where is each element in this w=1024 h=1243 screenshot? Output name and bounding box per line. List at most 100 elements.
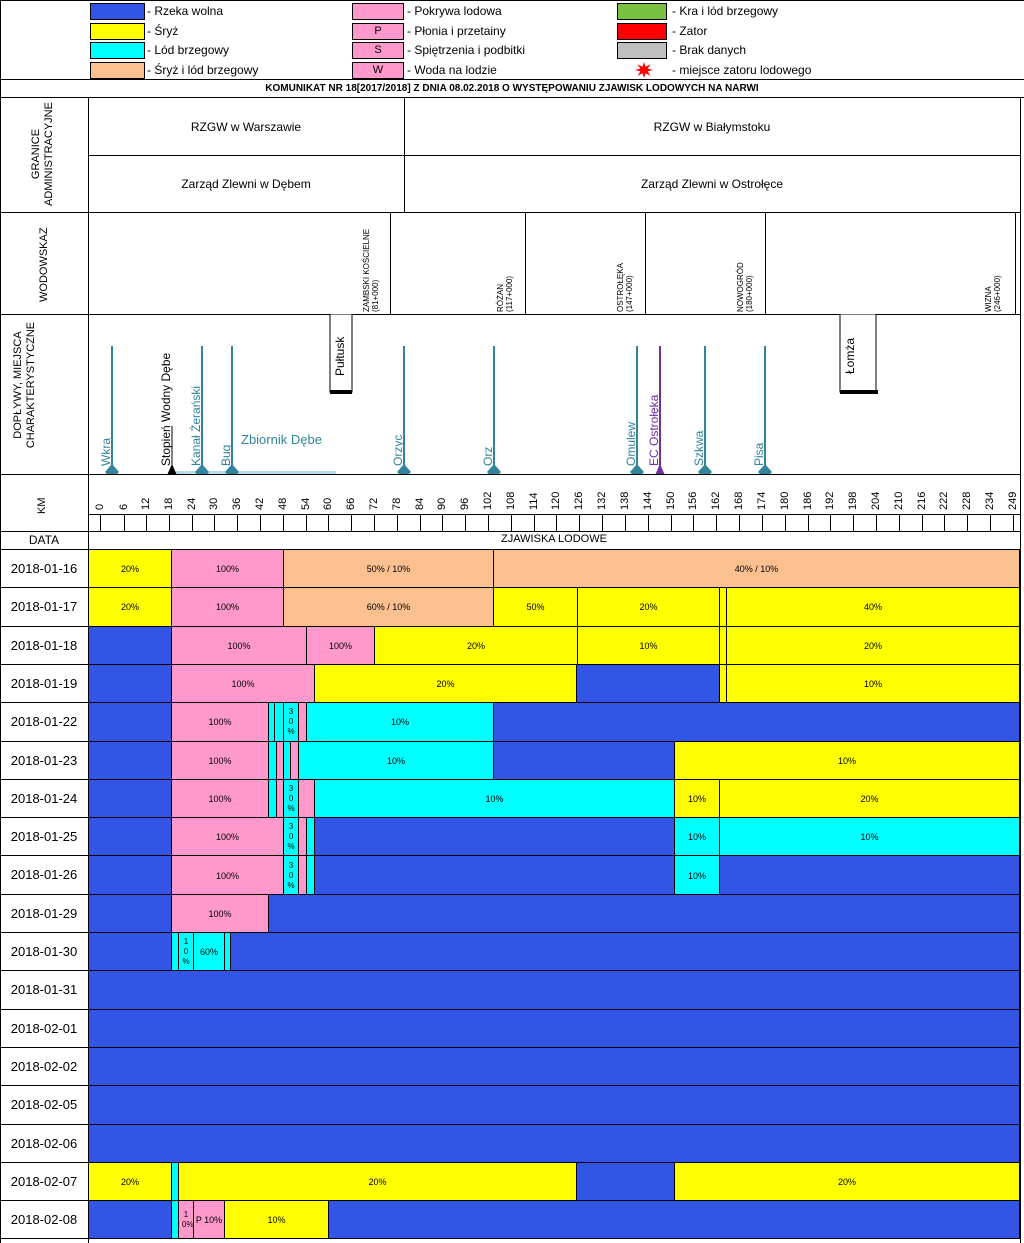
ice-cell <box>577 1162 675 1202</box>
km-tick-label: 192 <box>824 491 836 510</box>
ice-cell: 20% <box>675 1162 1020 1202</box>
legend-swatch <box>90 3 145 20</box>
ice-cell: 10% <box>675 818 720 857</box>
admin-zz-ostroleka: Zarząd Zlewni w Ostrołęce <box>640 177 784 191</box>
km-tick-label: 210 <box>893 491 905 510</box>
row-date: 2018-01-26 <box>10 867 78 883</box>
ice-cell <box>277 741 284 780</box>
ice-cell: 50% <box>494 588 578 627</box>
km-tick-label: 60 <box>322 497 334 510</box>
km-tick-label: 48 <box>277 497 289 510</box>
report-title: KOMUNIKAT NR 18[2017/2018] Z DNIA 08.02.… <box>265 83 759 94</box>
ice-cell: 10% <box>720 818 1020 857</box>
ice-cell <box>89 664 172 704</box>
km-tick-label: 162 <box>710 491 722 510</box>
ice-cell <box>275 703 284 742</box>
ice-cell: 20% <box>578 588 720 627</box>
legend-label: - Zator <box>672 23 708 38</box>
km-tick-label: 18 <box>163 497 175 510</box>
row-date: 2018-01-16 <box>10 561 78 576</box>
row-date: 2018-01-29 <box>10 905 78 921</box>
ice-jam-star-icon <box>635 61 653 78</box>
stopien-wodny-label: Stopień Wodny Dębe <box>159 352 173 466</box>
row-date: 2018-02-07 <box>10 1173 78 1189</box>
ice-cell <box>277 779 284 819</box>
ice-cell <box>291 741 299 780</box>
gauge-label: OSTROŁĘKA (147+000) <box>616 263 634 312</box>
ice-cell: 100% <box>172 703 269 742</box>
legend-swatch: S <box>352 42 404 59</box>
ice-cell <box>89 1201 172 1240</box>
ice-cell: 20% <box>89 588 172 627</box>
km-tick-label: 36 <box>231 497 243 510</box>
tributary-label: Szkwa <box>692 430 706 466</box>
column-header-data: DATA <box>28 533 60 547</box>
ice-cell <box>720 626 727 665</box>
km-tick-label: 174 <box>756 491 768 510</box>
ice-cell: 20% <box>89 1162 172 1202</box>
column-header-zjawiska: ZJAWISKA LODOWE <box>501 533 607 545</box>
legend-swatch <box>352 3 404 20</box>
legend-label: - Śryż <box>147 23 179 38</box>
km-tick-label: 84 <box>414 497 426 510</box>
gauge-label: NOWOGRÓD (180+000) <box>736 262 754 312</box>
legend-swatch: W <box>352 61 404 79</box>
ice-cell <box>269 779 277 819</box>
km-tick-label: 114 <box>528 492 540 510</box>
row-date: 2018-01-24 <box>10 790 78 806</box>
km-tick-label: 144 <box>642 491 654 510</box>
legend-label: - Pokrywa lodowa <box>407 4 502 18</box>
km-tick-label: 108 <box>505 491 517 510</box>
legend-label: - Spiętrzenia i podbitki <box>407 43 526 57</box>
ice-cell <box>269 703 275 742</box>
ice-cell: 30 % <box>284 856 299 895</box>
ice-cell <box>494 741 675 780</box>
km-tick-label: 150 <box>665 491 677 510</box>
ice-cell: 10 % <box>179 933 194 972</box>
legend-swatch <box>90 22 145 40</box>
ice-cell: 100% <box>172 894 269 933</box>
admin-rzgw-warszawa: RZGW w Warszawie <box>190 120 302 134</box>
legend-label: - Woda na lodzie <box>407 62 497 77</box>
lomza-label: Łomża <box>843 337 857 374</box>
km-tick-label: 204 <box>870 491 882 510</box>
km-tick-label: 138 <box>619 491 631 510</box>
zbiornik-label: Zbiornik Dębe <box>241 432 322 447</box>
ice-cell: 60% <box>194 933 225 972</box>
ice-cell: 10% <box>675 779 720 819</box>
tributary-label: Kanał Żerański <box>189 385 203 466</box>
tributary-label: Wkra <box>99 438 113 466</box>
ice-cell <box>315 856 675 895</box>
ice-cell: 100% <box>172 856 284 895</box>
legend-swatch <box>90 61 145 79</box>
ice-cell: 10% <box>299 741 494 780</box>
ice-cell <box>284 741 291 780</box>
km-tick-label: 126 <box>573 491 585 510</box>
row-date: 2018-01-22 <box>10 714 78 730</box>
ice-cell <box>299 818 307 857</box>
km-tick-label: 222 <box>938 491 950 510</box>
ice-cell: 10% <box>225 1201 329 1240</box>
legend-label: - miejsce zatoru lodowego <box>672 62 812 77</box>
ice-cell <box>315 818 675 857</box>
km-tick-label: 234 <box>984 491 996 510</box>
tributary-label: Orz <box>481 446 495 466</box>
ice-cell: 100% <box>172 626 307 665</box>
ice-cell <box>89 741 172 780</box>
row-date: 2018-01-25 <box>10 829 78 845</box>
ice-cell <box>89 626 172 665</box>
row-date: 2018-01-31 <box>10 982 78 998</box>
ice-cell <box>89 933 172 972</box>
section-label-wodowskaz: WODOWSKAZ <box>38 227 50 302</box>
ice-cell: 20% <box>315 664 577 704</box>
km-tick-label: 30 <box>208 497 220 510</box>
row-date: 2018-02-02 <box>10 1058 78 1074</box>
row-date: 2018-02-06 <box>10 1135 78 1151</box>
admin-zz-debe: Zarząd Zlewni w Dębem <box>181 177 311 191</box>
ice-cell <box>720 856 1020 895</box>
km-tick-label: 198 <box>847 491 859 510</box>
km-tick-label: 120 <box>550 491 562 510</box>
ice-cell: 10% <box>315 779 675 819</box>
ice-cell <box>89 856 172 895</box>
km-tick-label: 0 <box>94 503 106 510</box>
